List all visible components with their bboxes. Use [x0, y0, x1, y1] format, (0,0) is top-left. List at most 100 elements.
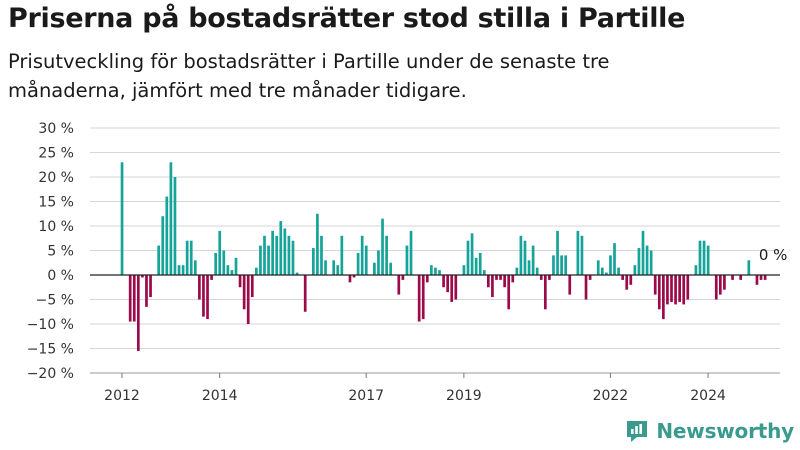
bar: [234, 257, 238, 275]
bar: [283, 228, 287, 275]
bar: [739, 275, 743, 280]
last-value-label: 0 %: [759, 246, 788, 264]
bar: [320, 235, 323, 275]
bar: [230, 270, 234, 275]
bar: [185, 240, 189, 275]
bar: [157, 245, 161, 275]
bar: [279, 221, 283, 275]
bar: [421, 275, 425, 320]
bar: [625, 275, 629, 290]
y-tick-label: −10 %: [27, 317, 74, 333]
bar: [446, 275, 449, 293]
bar: [438, 270, 441, 275]
bar: [189, 240, 193, 275]
bar: [202, 275, 205, 317]
bar: [588, 275, 592, 280]
bar: [763, 275, 767, 280]
bar: [434, 267, 437, 275]
bar: [637, 248, 641, 275]
bar: [678, 275, 681, 302]
bar: [177, 265, 181, 275]
bar: [267, 245, 270, 275]
bar: [250, 275, 254, 298]
bar: [633, 265, 637, 275]
bar: [556, 230, 559, 275]
x-tick-label: 2019: [446, 388, 482, 404]
bar: [666, 275, 669, 305]
y-tick-label: 30 %: [38, 121, 74, 137]
bar: [348, 275, 352, 283]
bar: [214, 252, 218, 275]
bar: [287, 235, 291, 275]
bar: [662, 275, 665, 320]
bar: [336, 265, 340, 275]
bar: [706, 245, 710, 275]
bar: [580, 235, 584, 275]
bar: [466, 240, 470, 275]
bar: [316, 213, 319, 275]
bar: [515, 267, 519, 275]
bar: [539, 275, 543, 280]
bar: [128, 275, 132, 322]
page-title: Priserna på bostadsrätter stod stilla i …: [8, 3, 686, 34]
bar: [617, 267, 620, 275]
bar: [702, 240, 706, 275]
bar: [584, 275, 588, 300]
bar: [295, 272, 299, 275]
bar: [389, 262, 393, 275]
bar: [120, 162, 124, 275]
bar: [340, 235, 344, 275]
bar: [499, 275, 502, 280]
bar: [470, 233, 474, 275]
bar: [535, 267, 539, 275]
bar: [682, 275, 686, 305]
bar: [271, 230, 274, 275]
bar: [417, 275, 421, 322]
bar: [503, 275, 506, 288]
y-tick-label: −15 %: [27, 342, 74, 358]
bar: [291, 240, 295, 275]
bar: [723, 275, 726, 290]
bar: [560, 255, 563, 275]
bar: [568, 275, 572, 295]
x-axis-ticks: 2012 2014 2017 2019 2022 2024: [104, 373, 726, 404]
x-tick-label: 2017: [348, 388, 384, 404]
bar: [193, 260, 197, 275]
bar: [605, 272, 608, 275]
bar: [531, 245, 535, 275]
bar: [482, 270, 486, 275]
brand-logo[interactable]: Newsworthy: [624, 418, 794, 444]
bar: [454, 275, 458, 300]
bars: [120, 162, 767, 351]
bar: [714, 275, 718, 300]
bar: [259, 245, 262, 275]
bar: [173, 177, 177, 275]
bar: [674, 275, 677, 305]
bar: [491, 275, 494, 298]
y-tick-label: 20 %: [38, 170, 74, 186]
bar: [161, 216, 165, 275]
bar: [324, 260, 327, 275]
bar: [596, 260, 600, 275]
newsworthy-logo-icon: [627, 421, 648, 442]
bar: [303, 275, 307, 312]
bar: [405, 245, 409, 275]
bar: [462, 265, 466, 275]
bar: [543, 275, 547, 310]
bar: [474, 257, 478, 275]
bar: [527, 260, 531, 275]
bar: [600, 267, 604, 275]
bar: [629, 275, 633, 285]
bar: [332, 260, 336, 275]
y-tick-label: −5 %: [36, 293, 74, 309]
x-tick-label: 2022: [593, 388, 629, 404]
bar: [686, 275, 690, 300]
y-tick-label: 15 %: [38, 195, 74, 211]
bar: [755, 275, 759, 285]
bar: [360, 235, 364, 275]
bar: [377, 250, 380, 275]
bar: [478, 252, 482, 275]
brand-name: Newsworthy: [656, 419, 794, 443]
y-grid: −20 % −15 % −10 % −5 % 0 % 5 % 10 % 15 % 20 % 25 …: [27, 121, 780, 382]
